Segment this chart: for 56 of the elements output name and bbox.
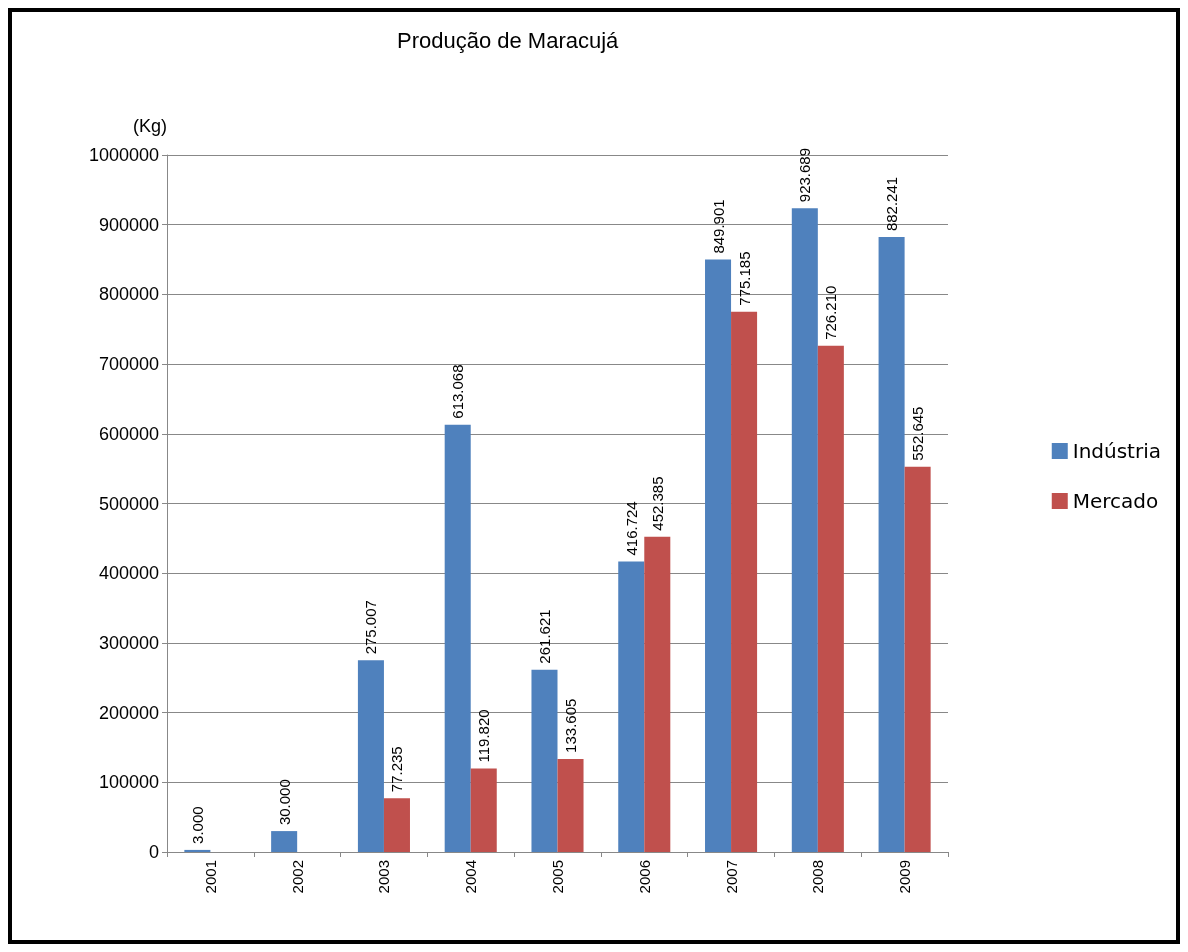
bar	[817, 345, 844, 852]
x-tick-label: 2008	[809, 860, 827, 894]
y-tick-label: 400000	[98, 563, 159, 584]
data-label: 77.235	[388, 746, 406, 793]
data-label: 849.901	[709, 199, 727, 254]
bar	[791, 208, 818, 852]
chart-title: Produção de Maracujá	[397, 27, 620, 53]
data-label: 119.820	[475, 709, 493, 763]
bar	[271, 831, 298, 852]
data-label: 552.645	[909, 406, 927, 461]
bar	[470, 768, 497, 852]
legend-label: Indústria	[1072, 439, 1162, 463]
data-label: 775.185	[735, 251, 753, 306]
y-tick-label: 800000	[98, 284, 159, 305]
y-tick-label: 600000	[98, 423, 159, 444]
y-tick-label: 300000	[98, 632, 159, 653]
bar	[557, 758, 584, 852]
bar	[357, 660, 384, 852]
y-tick-label: 200000	[98, 702, 159, 723]
bar	[878, 237, 905, 852]
bar	[383, 798, 410, 852]
data-label: 3.000	[188, 806, 206, 844]
data-label: 452.385	[648, 476, 666, 531]
bar	[731, 311, 758, 852]
y-tick-label: 0	[148, 842, 159, 862]
bar	[618, 561, 645, 852]
data-label: 882.241	[883, 176, 901, 232]
y-tick-label: 1000000	[88, 145, 159, 165]
data-label: 923.689	[796, 147, 814, 203]
bar	[705, 259, 732, 852]
data-label: 416.724	[622, 501, 640, 556]
x-tick-label: 2003	[375, 860, 393, 894]
y-tick-label: 500000	[98, 493, 159, 514]
bar	[444, 424, 471, 852]
data-label: 275.007	[362, 600, 380, 655]
bar	[184, 849, 211, 852]
y-tick-label: 900000	[98, 214, 159, 235]
bar	[531, 669, 558, 852]
bar	[904, 466, 931, 852]
y-axis-title: (Kg)	[132, 116, 167, 136]
legend-label: Mercado	[1072, 489, 1159, 513]
x-tick-label: 2002	[288, 860, 306, 894]
x-tick-label: 2007	[722, 860, 740, 894]
x-tick-label: 2009	[896, 860, 914, 894]
x-tick-label: 2001	[201, 860, 219, 894]
x-tick-label: 2004	[462, 860, 480, 894]
y-tick-label: 700000	[98, 354, 159, 375]
data-label: 30.000	[275, 779, 293, 826]
bar	[644, 536, 671, 852]
data-label: 726.210	[822, 285, 840, 340]
data-label: 261.621	[535, 609, 553, 664]
x-tick-label: 2005	[549, 860, 566, 894]
x-tick-label: 2006	[635, 860, 653, 894]
data-label: 613.068	[449, 364, 467, 419]
y-tick-label: 100000	[98, 772, 159, 793]
data-label: 133.605	[562, 698, 580, 753]
